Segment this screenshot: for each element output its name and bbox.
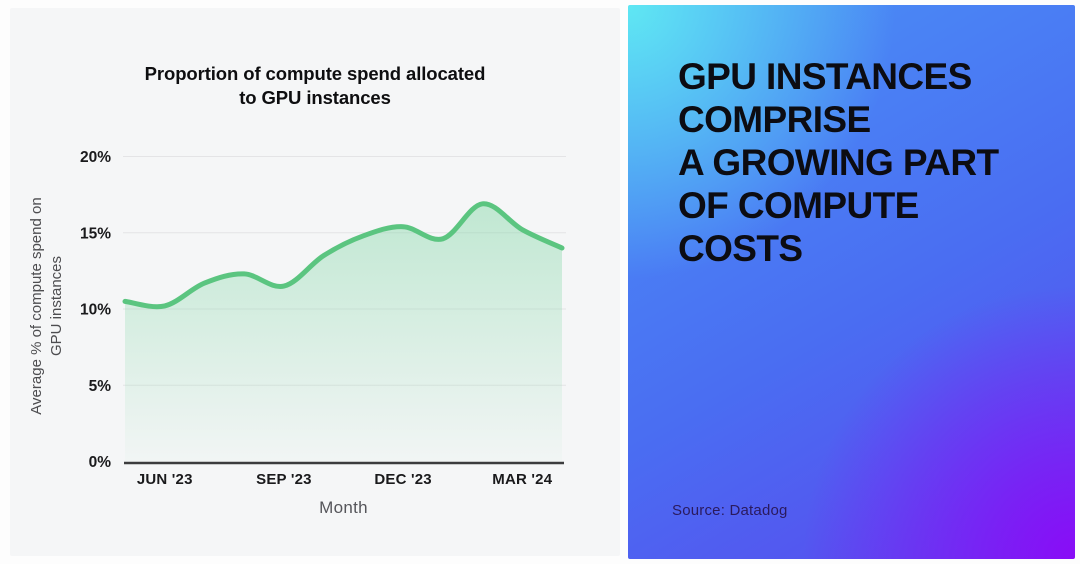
x-tick-labels: JUN '23 SEP '23 DEC '23 MAR '24 [137, 471, 553, 488]
headline-panel: GPU INSTANCES COMPRISE A GROWING PART OF… [628, 5, 1075, 559]
y-tick-label: 15% [80, 225, 111, 242]
line-chart: 0% 5% 10% 15% 20% JUN '23 SEP '23 DEC '23 MAR '… [80, 149, 566, 488]
chart-title: Proportion of compute spend allocated to… [144, 63, 486, 108]
y-tick-label: 20% [80, 149, 111, 166]
headline: GPU INSTANCES COMPRISE A GROWING PART OF… [678, 56, 999, 269]
x-axis-title: Month [319, 498, 368, 517]
y-tick-label: 0% [89, 454, 112, 471]
y-tick-labels: 0% 5% 10% 15% 20% [80, 149, 111, 471]
y-tick-label: 10% [80, 302, 111, 319]
source-credit: Source: Datadog [672, 502, 788, 519]
x-tick-label: MAR '24 [492, 471, 552, 488]
chart-data-line [122, 201, 565, 310]
chart-panel: Proportion of compute spend allocated to… [10, 8, 620, 556]
x-tick-label: DEC '23 [374, 471, 432, 488]
x-tick-label: SEP '23 [256, 471, 312, 488]
y-tick-label: 5% [89, 378, 112, 395]
chart-area-fill [125, 203, 562, 462]
x-tick-label: JUN '23 [137, 471, 193, 488]
